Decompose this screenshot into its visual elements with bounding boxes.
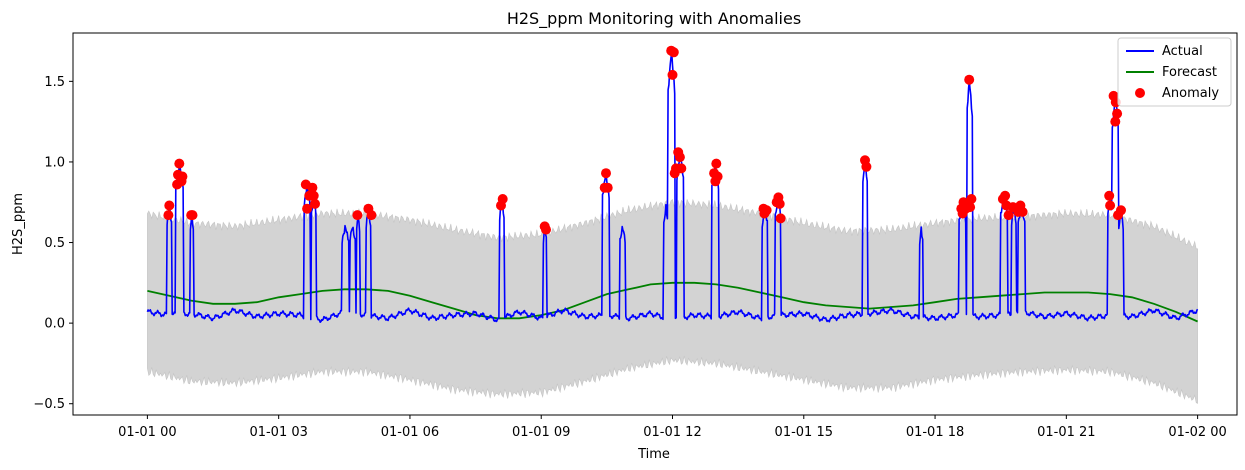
plot-frame [72, 32, 1238, 416]
anomaly-point [1112, 108, 1123, 119]
anomaly-point [667, 69, 678, 80]
anomaly-point [187, 210, 198, 221]
confidence-band [147, 198, 1198, 404]
anomaly-point [164, 200, 175, 211]
anomaly-point [601, 168, 611, 179]
y-tick-label: −0.5 [33, 397, 65, 412]
x-tick-label: 01-01 12 [643, 425, 701, 440]
legend-box [1117, 37, 1232, 107]
x-axis-title: Time [637, 447, 670, 462]
anomaly-point [366, 210, 377, 221]
anomaly-point [668, 47, 679, 58]
anomaly-point [712, 171, 723, 182]
forecast-line [147, 281, 1198, 323]
anomaly-point [307, 182, 318, 193]
legend-anomaly-label: Anomaly [1162, 86, 1219, 101]
x-tick-label: 01-01 03 [249, 425, 307, 440]
anomaly-point [966, 194, 977, 204]
x-tick-label: 01-01 15 [775, 425, 833, 440]
x-tick-label: 01-01 18 [906, 425, 964, 440]
anomaly-point [163, 210, 174, 221]
anomaly-point [674, 152, 685, 163]
anomaly-point [711, 158, 722, 169]
anomaly-point [1116, 205, 1126, 216]
chart-title: H2S_ppm Monitoring with Anomalies [507, 9, 801, 29]
anomaly-points-layer [163, 45, 1126, 235]
legend-actual-label: Actual [1162, 44, 1203, 59]
anomaly-point [1104, 190, 1115, 201]
legend-forecast-label: Forecast [1162, 65, 1217, 80]
x-tick-label: 01-01 21 [1037, 425, 1095, 440]
anomaly-point [774, 198, 785, 209]
anomaly-point [1003, 210, 1014, 221]
y-axis: −0.5 0.0 0.5 1.0 1.5 [33, 75, 73, 412]
anomaly-point [174, 158, 185, 169]
x-axis: 01-01 00 01-01 03 01-01 06 01-01 09 01-01 12… [118, 415, 1227, 440]
y-tick-label: 1.0 [44, 155, 65, 170]
anomaly-point [352, 210, 363, 221]
anomaly-point [1000, 190, 1011, 201]
anomaly-point [541, 224, 551, 235]
x-tick-label: 01-01 00 [118, 425, 176, 440]
anomaly-point [1017, 206, 1028, 217]
anomaly-point [308, 190, 319, 201]
confidence-band-layer [147, 198, 1198, 404]
anomaly-point [964, 74, 975, 85]
anomaly-point [861, 161, 872, 172]
anomaly-point [1110, 116, 1121, 127]
anomaly-point [761, 205, 772, 216]
y-tick-label: 0.0 [44, 317, 65, 332]
anomaly-point [602, 182, 613, 193]
anomaly-point [965, 202, 976, 213]
anomaly-point [1105, 200, 1116, 211]
anomaly-point [676, 163, 687, 174]
x-tick-label: 01-01 09 [512, 425, 570, 440]
legend-anomaly-swatch [1135, 88, 1145, 98]
x-tick-label: 01-02 00 [1168, 425, 1226, 440]
anomaly-point [177, 171, 188, 182]
y-tick-label: 0.5 [44, 236, 65, 251]
y-tick-label: 1.5 [44, 75, 65, 90]
y-axis-title: H2S_ppm [11, 193, 26, 255]
anomaly-point [497, 194, 508, 204]
legend: Actual Forecast Anomaly [1117, 37, 1232, 107]
anomaly-point [775, 213, 786, 224]
forecast-line-layer [147, 281, 1198, 323]
anomaly-point [302, 203, 313, 214]
anomaly-point [310, 198, 320, 209]
x-tick-label: 01-01 06 [381, 425, 439, 440]
